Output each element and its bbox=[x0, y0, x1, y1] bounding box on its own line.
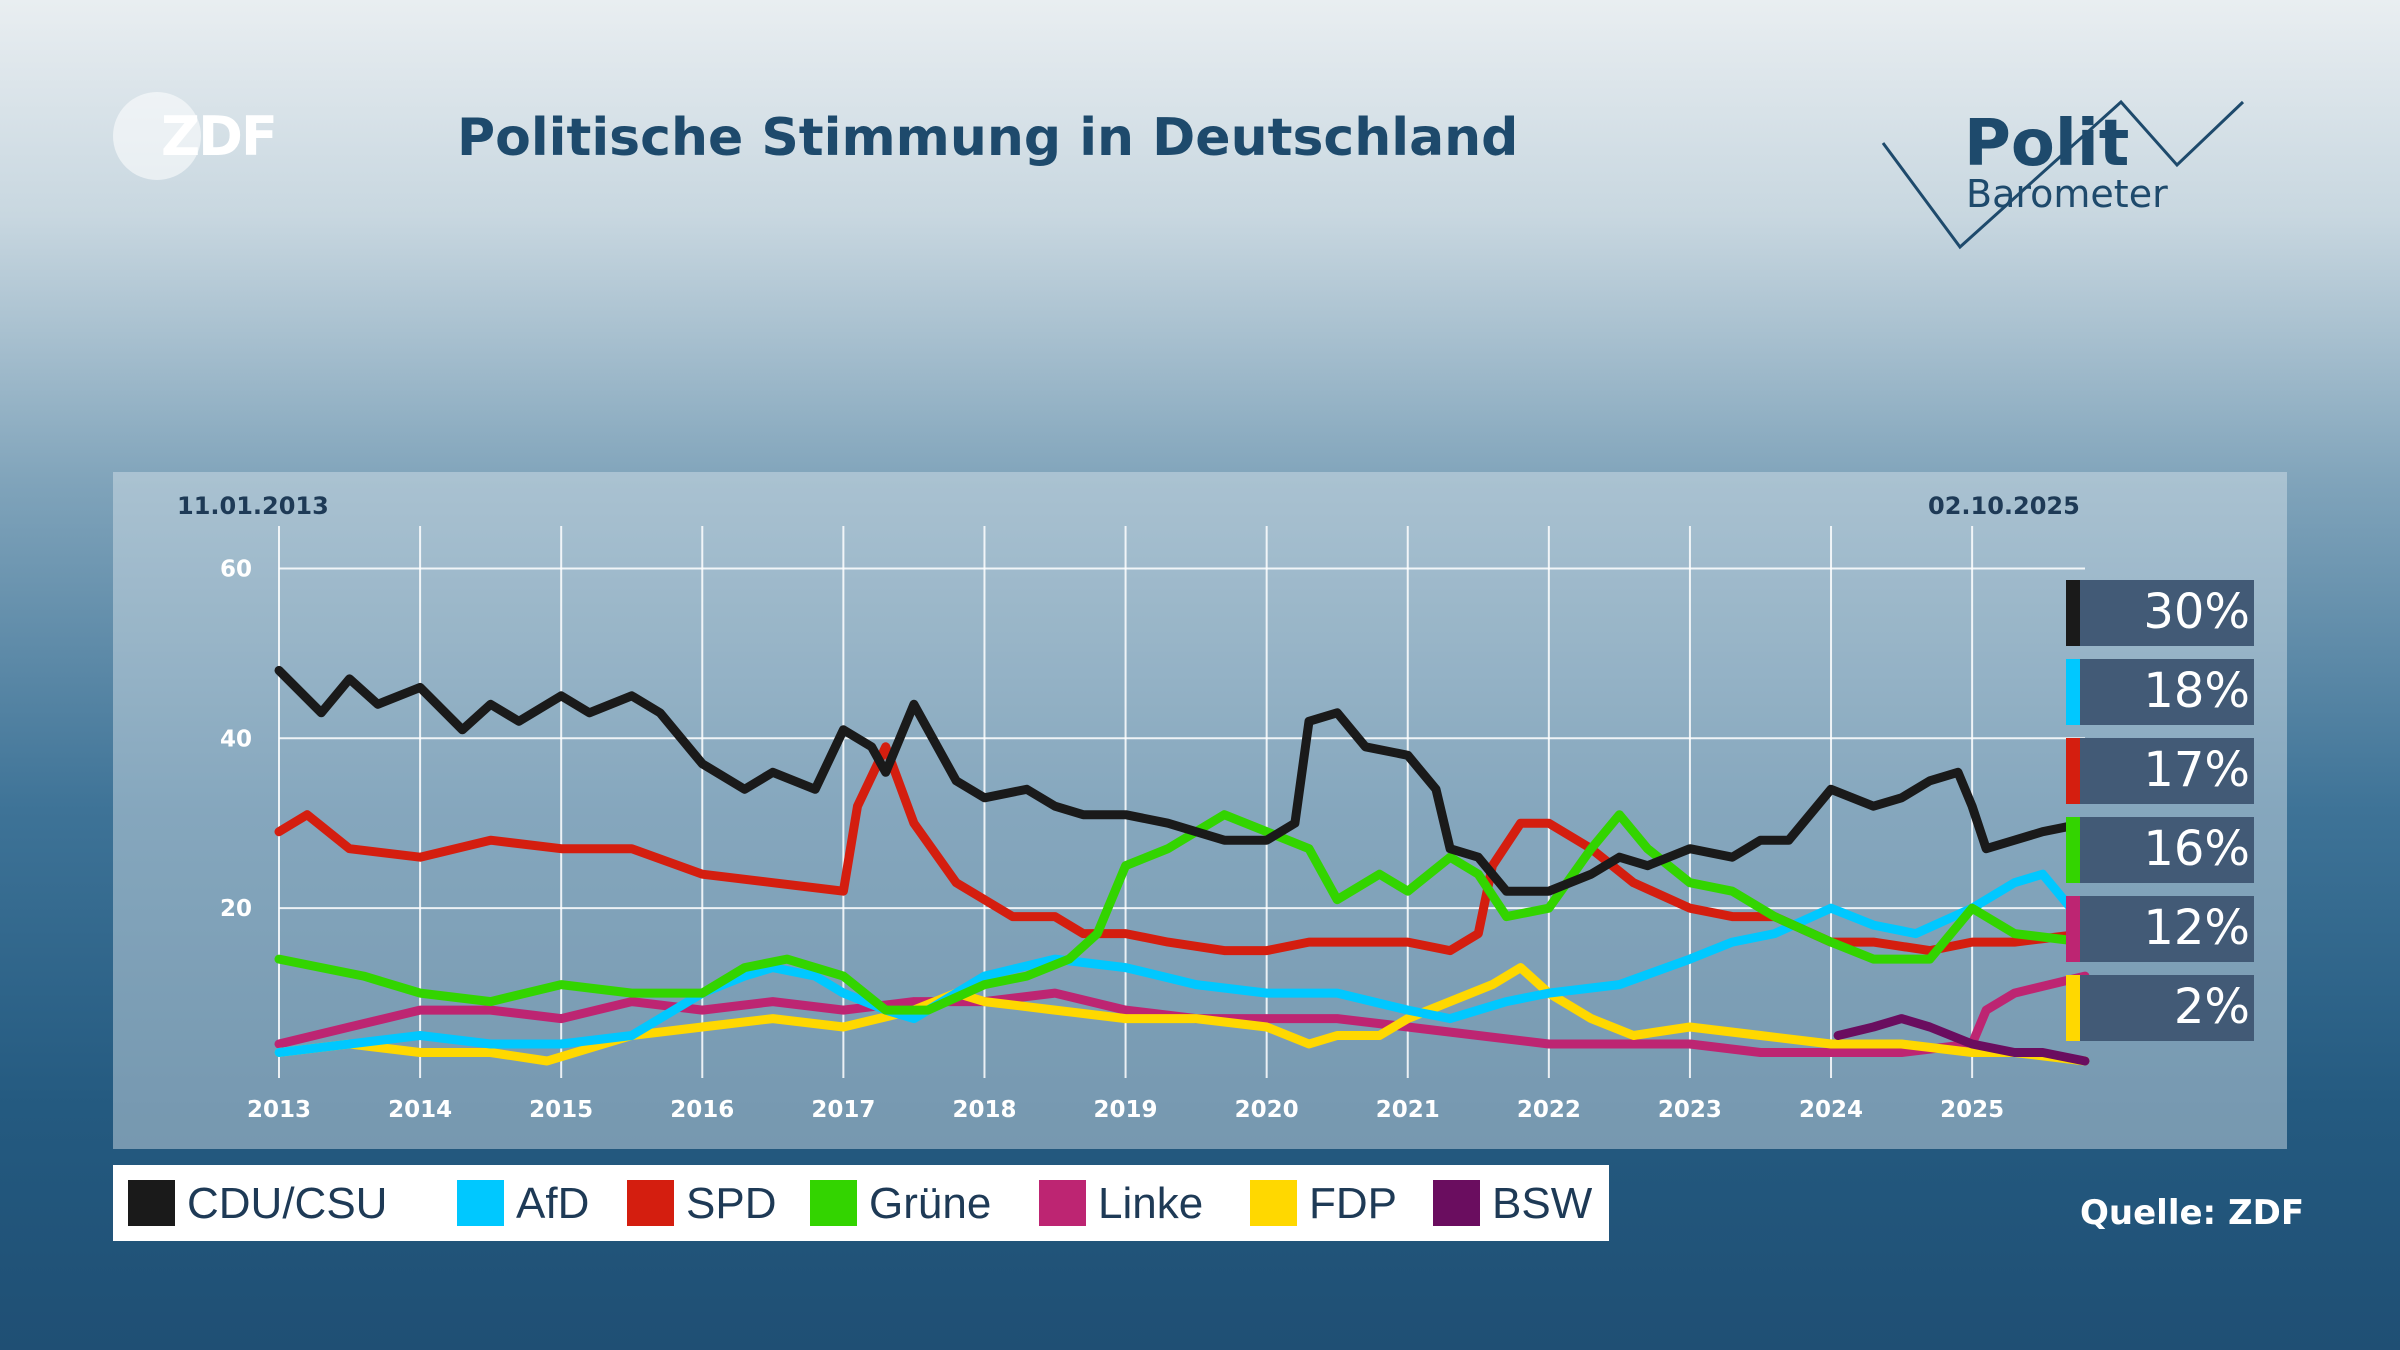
x-tick-label: 2020 bbox=[1235, 1097, 1299, 1123]
legend-swatch bbox=[810, 1180, 857, 1226]
legend-swatch bbox=[1250, 1180, 1297, 1226]
x-tick-label: 2021 bbox=[1376, 1097, 1440, 1123]
value-badge: 17% bbox=[2066, 738, 2254, 804]
barometer-word: Barometer bbox=[1966, 172, 2168, 216]
zdf-logo: ZDF bbox=[113, 92, 278, 182]
x-tick-label: 2024 bbox=[1799, 1097, 1863, 1123]
value-badge-label: 2% bbox=[2173, 979, 2250, 1035]
legend-label: BSW bbox=[1492, 1179, 1593, 1228]
polit-word: Polit bbox=[1964, 107, 2130, 181]
value-badge-label: 16% bbox=[2143, 821, 2250, 877]
legend-swatch bbox=[1039, 1180, 1086, 1226]
legend-label: Linke bbox=[1098, 1179, 1204, 1228]
value-badge-color bbox=[2066, 896, 2080, 962]
legend-label: FDP bbox=[1309, 1179, 1397, 1228]
x-tick-label: 2018 bbox=[952, 1097, 1016, 1123]
value-badge-color bbox=[2066, 817, 2080, 883]
x-tick-label: 2023 bbox=[1658, 1097, 1722, 1123]
series-line-gr-ne bbox=[274, 810, 2090, 1015]
source-label: Quelle: ZDF bbox=[2080, 1193, 2305, 1233]
politbarometer-logo: Polit Barometer bbox=[1875, 95, 2255, 255]
series-line-bsw bbox=[1833, 1014, 2090, 1066]
x-tick-label: 2016 bbox=[670, 1097, 734, 1123]
legend-swatch bbox=[128, 1180, 175, 1226]
series-line-cdu-csu bbox=[274, 665, 2090, 896]
series-line-spd bbox=[274, 742, 2090, 956]
value-badge: 2% bbox=[2066, 975, 2254, 1041]
value-badge: 16% bbox=[2066, 817, 2254, 883]
legend-swatch bbox=[457, 1180, 504, 1226]
legend-label: CDU/CSU bbox=[187, 1179, 388, 1228]
zdf-logo-text: ZDF bbox=[161, 105, 278, 168]
value-badge-label: 18% bbox=[2143, 663, 2250, 719]
y-tick-label: 60 bbox=[220, 556, 252, 582]
y-tick-label: 40 bbox=[220, 726, 252, 752]
x-tick-label: 2015 bbox=[529, 1097, 593, 1123]
value-badge-color bbox=[2066, 580, 2080, 646]
x-tick-label: 2025 bbox=[1940, 1097, 2004, 1123]
barometer-line-icon bbox=[1881, 99, 2245, 250]
legend-label: Grüne bbox=[869, 1179, 992, 1228]
value-badge: 18% bbox=[2066, 659, 2254, 725]
legend-label: AfD bbox=[516, 1179, 590, 1228]
value-badge-label: 30% bbox=[2143, 584, 2250, 640]
value-badge-color bbox=[2066, 738, 2080, 804]
y-tick-label: 20 bbox=[220, 896, 252, 922]
legend-swatch bbox=[627, 1180, 674, 1226]
x-tick-label: 2013 bbox=[247, 1097, 311, 1123]
end-date-label: 02.10.2025 bbox=[1928, 492, 2080, 520]
value-badge: 30% bbox=[2066, 580, 2254, 646]
series-line-afd bbox=[274, 869, 2090, 1057]
chart-panel bbox=[113, 472, 2287, 1149]
zdf-logo-circle bbox=[113, 92, 201, 180]
value-badge: 12% bbox=[2066, 896, 2254, 962]
x-tick-label: 2022 bbox=[1517, 1097, 1581, 1123]
value-badge-color bbox=[2066, 659, 2080, 725]
legend-label: SPD bbox=[686, 1179, 777, 1228]
chart-legend: CDU/CSU AfD SPD Grüne Linke FDP BSW bbox=[113, 1165, 1609, 1241]
legend-swatch bbox=[1433, 1180, 1480, 1226]
start-date-label: 11.01.2013 bbox=[177, 492, 329, 520]
x-tick-label: 2014 bbox=[388, 1097, 452, 1123]
value-badge-color bbox=[2066, 975, 2080, 1041]
x-tick-label: 2019 bbox=[1094, 1097, 1158, 1123]
page-title: Politische Stimmung in Deutschland bbox=[457, 108, 1519, 168]
x-tick-label: 2017 bbox=[811, 1097, 875, 1123]
value-badge-label: 17% bbox=[2143, 742, 2250, 798]
series-line-fdp bbox=[274, 963, 2090, 1066]
value-badge-label: 12% bbox=[2143, 900, 2250, 956]
